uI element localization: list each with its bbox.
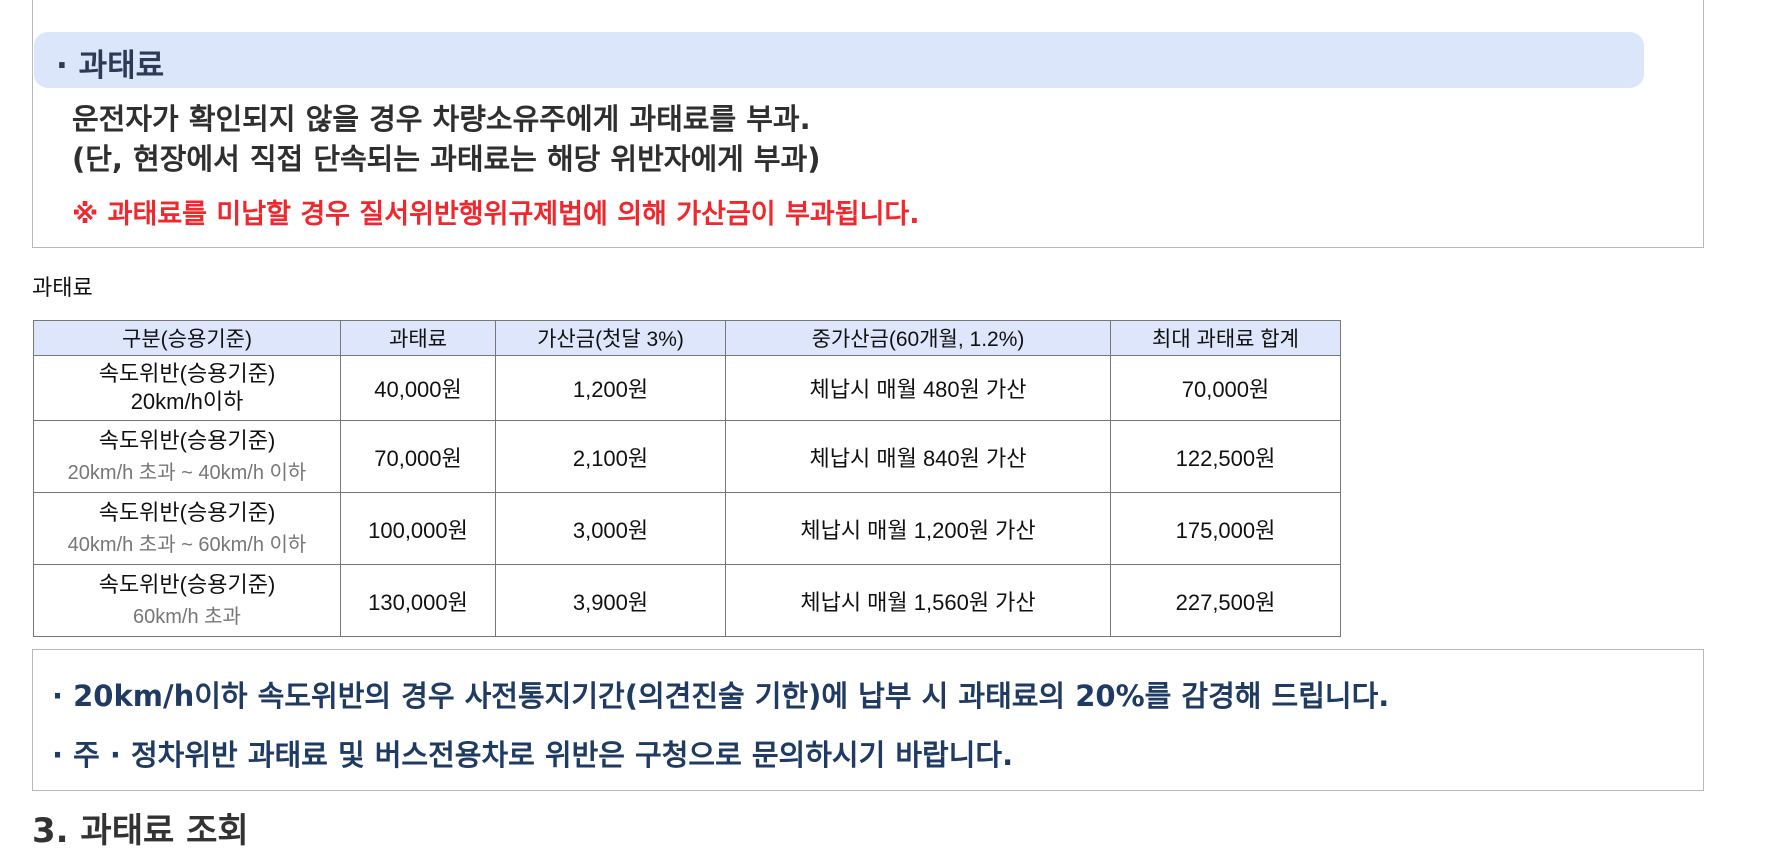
table-row: 속도위반(승용기준) 20km/h이하 40,000원 1,200원 체납시 매… [33, 355, 1341, 421]
cell-max-total: 175,000원 [1110, 492, 1341, 565]
category-label: 속도위반(승용기준) [98, 571, 276, 597]
category-label: 속도위반(승용기준) [98, 499, 276, 525]
cell-heavy-surcharge: 체납시 매월 480원 가산 [725, 355, 1111, 421]
notes-box [32, 649, 1704, 791]
speed-range: 20km/h 초과 ~ 40km/h 이하 [67, 461, 307, 484]
fine-title: · 과태료 [56, 48, 165, 84]
cell-max-total: 227,500원 [1110, 564, 1341, 637]
category-label: 속도위반(승용기준) [98, 361, 276, 386]
fine-table: 구분(승용기준) 과태료 가산금(첫달 3%) 중가산금(60개월, 1.2%)… [33, 320, 1341, 637]
cell-surcharge: 3,900원 [495, 564, 726, 637]
cell-max-total: 122,500원 [1110, 420, 1341, 493]
cell-category: 속도위반(승용기준) 40km/h 초과 ~ 60km/h 이하 [33, 492, 341, 565]
fine-description-line2: (단, 현장에서 직접 단속되는 과태료는 해당 위반자에게 부과) [72, 142, 821, 176]
cell-surcharge: 2,100원 [495, 420, 726, 493]
cell-heavy-surcharge: 체납시 매월 1,560원 가산 [725, 564, 1111, 637]
cell-category: 속도위반(승용기준) 60km/h 초과 [33, 564, 341, 637]
cell-surcharge: 1,200원 [495, 355, 726, 421]
cell-category: 속도위반(승용기준) 20km/h이하 [33, 355, 341, 421]
header-fine: 과태료 [340, 320, 496, 356]
cell-fine: 40,000원 [340, 355, 496, 421]
cell-fine: 130,000원 [340, 564, 496, 637]
table-row: 속도위반(승용기준) 20km/h 초과 ~ 40km/h 이하 70,000원… [33, 420, 1341, 493]
header-max-total: 최대 과태료 합계 [1110, 320, 1341, 356]
cell-fine: 100,000원 [340, 492, 496, 565]
reduction-note: · 20km/h이하 속도위반의 경우 사전통지기간(의견진술 기한)에 납부 … [52, 679, 1390, 713]
cell-heavy-surcharge: 체납시 매월 840원 가산 [725, 420, 1111, 493]
speed-range: 40km/h 초과 ~ 60km/h 이하 [67, 533, 307, 556]
fine-title-banner [34, 32, 1644, 88]
cell-category: 속도위반(승용기준) 20km/h 초과 ~ 40km/h 이하 [33, 420, 341, 493]
cell-fine: 70,000원 [340, 420, 496, 493]
header-heavy-surcharge: 중가산금(60개월, 1.2%) [725, 320, 1111, 356]
fine-description-line1: 운전자가 확인되지 않을 경우 차량소유주에게 과태료를 부과. [72, 102, 811, 136]
cell-heavy-surcharge: 체납시 매월 1,200원 가산 [725, 492, 1111, 565]
header-category: 구분(승용기준) [33, 320, 341, 356]
next-section-heading: 3. 과태료 조회 [32, 811, 249, 851]
speed-range: 60km/h 초과 [133, 605, 241, 628]
parking-inquiry-note: · 주 · 정차위반 과태료 및 버스전용차로 위반은 구청으로 문의하시기 바… [52, 738, 1014, 772]
unpaid-warning: ※ 과태료를 미납할 경우 질서위반행위규제법에 의해 가산금이 부과됩니다. [72, 199, 920, 230]
speed-range: 20km/h이하 [130, 389, 244, 414]
table-caption: 과태료 [32, 276, 93, 301]
cell-max-total: 70,000원 [1110, 355, 1341, 421]
table-row: 속도위반(승용기준) 40km/h 초과 ~ 60km/h 이하 100,000… [33, 492, 1341, 565]
header-surcharge: 가산금(첫달 3%) [495, 320, 726, 356]
table-row: 속도위반(승용기준) 60km/h 초과 130,000원 3,900원 체납시… [33, 564, 1341, 637]
category-label: 속도위반(승용기준) [98, 427, 276, 453]
table-header-row: 구분(승용기준) 과태료 가산금(첫달 3%) 중가산금(60개월, 1.2%)… [33, 320, 1341, 356]
cell-surcharge: 3,000원 [495, 492, 726, 565]
